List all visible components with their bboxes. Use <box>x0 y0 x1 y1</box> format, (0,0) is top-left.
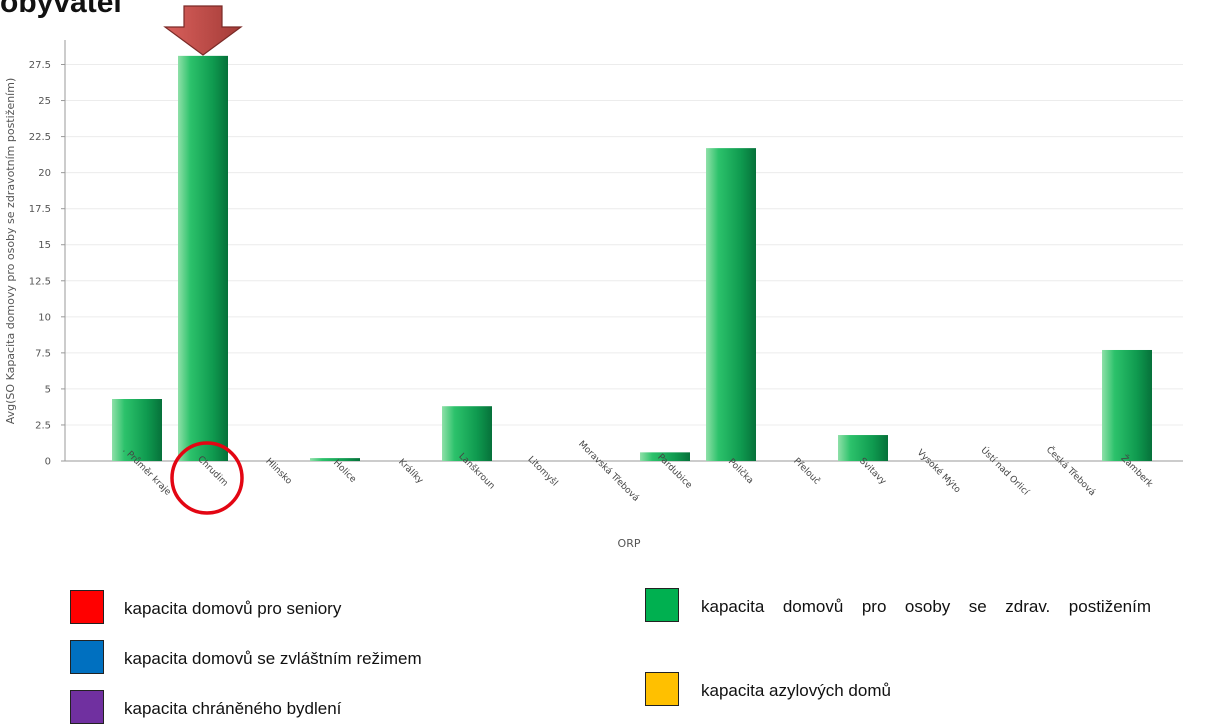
x-tick-label: Moravská Třebová <box>576 439 641 504</box>
y-tick-label: 5 <box>45 384 51 395</box>
x-tick-label: Králíky <box>396 457 425 486</box>
legend-swatch-blue <box>70 640 104 674</box>
highlight-circle <box>170 441 244 515</box>
x-tick-label: Litomyšl <box>525 454 560 489</box>
y-axis-label: Avg(SO Kapacita domovy pro osoby se zdra… <box>4 78 17 424</box>
x-tick-labels: . Průměr kraje Chrudim Hlinsko Holice Králík… <box>120 439 1156 504</box>
y-tick-label: 2.5 <box>35 420 51 431</box>
legend-label: kapacita chráněného bydlení <box>124 699 342 718</box>
legend-item-asylum-houses: kapacita azylových domů <box>645 672 891 706</box>
page-title: obyvatel <box>0 0 122 19</box>
bar <box>310 458 360 461</box>
gridlines <box>61 64 1183 462</box>
bar <box>442 406 492 461</box>
legend-item-special-regime: kapacita domovů se zvláštním režimem <box>70 640 422 674</box>
legend-item-sheltered-housing: kapacita chráněného bydlení <box>70 690 341 724</box>
y-tick-label: 20 <box>38 168 51 179</box>
legend-swatch-yellow <box>645 672 679 706</box>
bars <box>112 55 1152 462</box>
legend-label: kapacita azylových domů <box>701 681 891 700</box>
legend-swatch-purple <box>70 690 104 724</box>
axes <box>64 40 1183 462</box>
y-tick-label: 22.5 <box>29 132 51 143</box>
y-tick-label: 15 <box>38 240 51 251</box>
legend-label: kapacita domovů se zvláštním režimem <box>124 649 422 668</box>
bar <box>178 55 228 461</box>
legend-item-seniors: kapacita domovů pro seniory <box>70 590 341 624</box>
y-tick-labels: 0 2.5 5 7.5 10 12.5 15 17.5 20 22.5 25 27.5 <box>29 60 51 467</box>
bar <box>838 435 888 461</box>
x-tick-label: Holice <box>331 458 358 485</box>
y-tick-label: 12.5 <box>29 276 51 287</box>
x-tick-label: Ústí nad Orlicí <box>979 444 1033 498</box>
bar <box>706 148 756 462</box>
bar <box>112 399 162 461</box>
x-axis-label: ORP <box>618 537 641 550</box>
y-tick-label: 10 <box>38 312 51 323</box>
highlight-arrow <box>163 5 243 56</box>
bar <box>640 452 690 461</box>
bar <box>1102 349 1152 461</box>
bar-chart: 0 2.5 5 7.5 10 12.5 15 17.5 20 22.5 25 27.5 . Průmě… <box>4 5 1183 550</box>
y-tick-label: 7.5 <box>35 348 51 359</box>
y-tick-label: 25 <box>38 96 51 107</box>
y-tick-label: 0 <box>45 457 51 468</box>
legend-item-health-disability: kapacita domovů pro osoby se zdrav. post… <box>645 588 1151 622</box>
x-tick-label: Česká Třebová <box>1044 444 1099 499</box>
legend-label: kapacita domovů pro osoby se zdrav. post… <box>701 597 1151 616</box>
x-tick-label: Vysoké Mýto <box>915 447 963 495</box>
x-tick-label: Přelouč <box>791 456 822 487</box>
legend-swatch-green <box>645 588 679 622</box>
legend-swatch-red <box>70 590 104 624</box>
y-tick-label: 17.5 <box>29 204 51 215</box>
legend-label: kapacita domovů pro seniory <box>124 599 342 618</box>
highlight-annotation <box>163 5 244 515</box>
y-tick-label: 27.5 <box>29 60 51 71</box>
